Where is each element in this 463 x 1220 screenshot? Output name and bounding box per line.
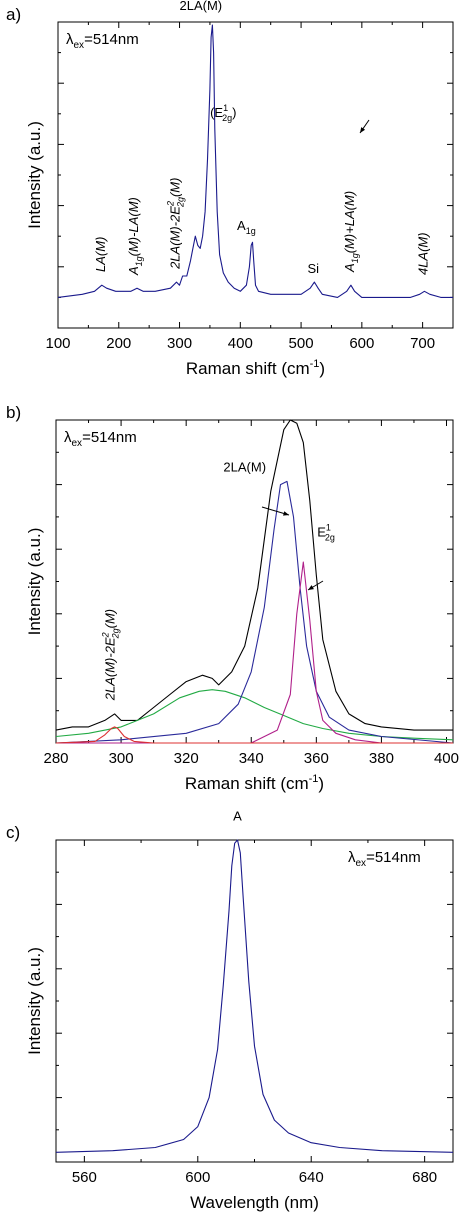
x-tick-label: 340 [239,750,264,767]
x-tick-label: 400 [434,750,459,767]
peak-label: 2LA(M)-2E22g(M) [101,609,121,701]
excitation-label: λex=514nm [66,31,139,51]
y-axis-label: Intensity (a.u.) [25,528,44,636]
x-axis-label: Raman shift (cm-1) [185,773,324,793]
peak-label: 4LA(M) [415,232,430,275]
peak-label: A1g(M)-LA(M) [126,197,144,276]
annotation-arrowhead [283,511,289,516]
series-line-5 [55,726,453,744]
x-tick-label: 640 [299,1169,324,1186]
series-line-1 [57,24,453,298]
y-axis-label: Intensity (a.u.) [25,121,44,229]
x-tick-label: 600 [185,1169,210,1186]
x-tick-label: 300 [167,335,192,352]
peak-label: A1g(M)+LA(M) [342,191,360,273]
plot-frame [55,839,454,1163]
peak-label: 2LA(M) [223,460,266,475]
x-tick-label: 680 [412,1169,437,1186]
chart-panel-3: 560 600 640 680 c) λex=514nm Wavelength (nm) In… [6,809,454,1212]
peak-label: Si [307,261,319,276]
annotation-arrowhead [360,127,366,133]
panel-label: c) [6,823,20,842]
series-line-1 [55,419,453,731]
peak-label: LA(M) [93,237,108,272]
x-tick-label: 320 [174,750,199,767]
peak-label: A1g [237,218,256,236]
y-axis-label: Intensity (a.u.) [25,947,44,1055]
excitation-label: λex=514nm [348,849,421,869]
peak-label: A [233,809,242,824]
panel-label: b) [6,403,21,422]
peak-label: (E1 2g) [210,103,236,123]
panel-label: a) [6,5,21,24]
peak-label: 2LA(M)-2E22g(M) [166,178,186,270]
series-line-2 [55,689,454,741]
x-tick-label: 560 [72,1169,97,1186]
chart-panel-1: 100 200 300 400 500 600 700 a) λex=514nm Raman sh… [6,0,454,378]
series-line-4 [56,561,453,744]
peak-label: E1 2g [317,522,335,542]
x-tick-label: 600 [349,335,374,352]
x-tick-label: 100 [45,335,70,352]
x-tick-label: 200 [106,335,131,352]
chart-panel-2: 280 300 320 340 360 380 400 b) λex=514nm Raman sh… [6,403,459,793]
x-tick-label: 700 [410,335,435,352]
series-line-1 [55,839,454,1153]
x-axis-label: Raman shift (cm-1) [186,358,325,378]
peak-label: 2LA(M) [179,0,222,13]
x-tick-label: 380 [369,750,394,767]
x-tick-label: 280 [43,750,68,767]
series-line-3 [55,480,454,744]
x-tick-label: 360 [304,750,329,767]
x-axis-label: Wavelength (nm) [190,1193,319,1212]
annotation-arrowhead [308,585,314,590]
x-tick-label: 300 [109,750,134,767]
x-tick-label: 500 [289,335,314,352]
x-tick-label: 400 [228,335,253,352]
excitation-label: λex=514nm [64,429,137,449]
